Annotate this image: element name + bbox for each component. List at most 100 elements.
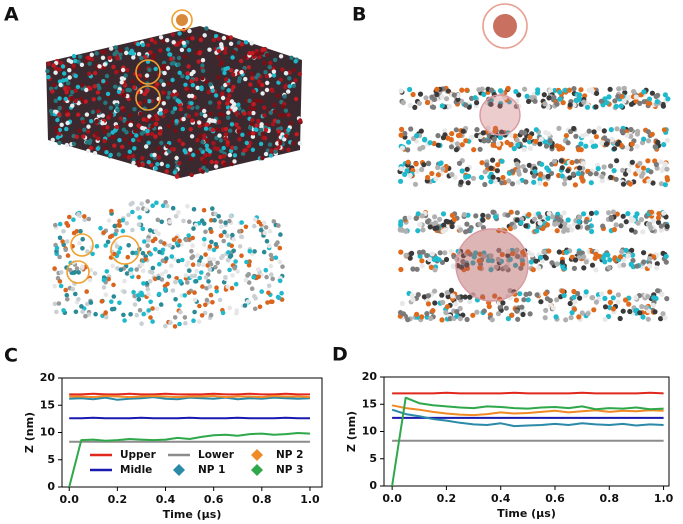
molecule-dot (556, 146, 562, 152)
molecule-dot (172, 324, 178, 329)
molecule-dot (138, 111, 143, 117)
molecule-dot (505, 212, 511, 218)
molecule-dot (449, 212, 455, 218)
molecule-dot (214, 288, 219, 294)
molecule-dot (121, 108, 126, 113)
molecule-dot (197, 51, 202, 56)
molecule-dot (272, 102, 277, 108)
molecule-dot (183, 273, 189, 278)
molecule-dot (244, 140, 249, 146)
molecule-dot (457, 132, 463, 138)
molecule-dot (184, 86, 189, 91)
molecule-dot (291, 83, 296, 89)
molecule-dot (615, 299, 621, 305)
molecule-dot (458, 264, 465, 270)
molecule-dot (269, 148, 274, 153)
molecule-dot (236, 129, 241, 134)
molecule-dot (499, 158, 505, 164)
molecule-dot (559, 165, 565, 171)
molecule-dot (579, 310, 585, 316)
molecule-dot (263, 267, 269, 273)
molecule-dot (163, 199, 168, 205)
molecule-dot (251, 274, 256, 280)
molecule-dot (624, 132, 630, 138)
molecule-dot (237, 76, 242, 81)
molecule-dot (541, 214, 547, 221)
molecule-dot (645, 158, 651, 164)
molecule-dot (481, 138, 487, 144)
molecule-dot (605, 252, 611, 258)
molecule-dot (177, 161, 182, 166)
molecule-dot (142, 239, 147, 244)
molecule-dot (656, 211, 662, 217)
molecule-dot (399, 145, 405, 151)
molecule-dot (451, 92, 457, 98)
molecule-dot (417, 146, 423, 152)
molecule-dot (210, 127, 216, 133)
molecule-dot (160, 258, 166, 264)
molecule-dot (554, 101, 560, 107)
molecule-dot (247, 125, 253, 130)
molecule-dot (102, 138, 107, 144)
molecule-dot (136, 222, 142, 227)
molecule-dot (432, 220, 438, 226)
molecule-dot (160, 247, 166, 253)
molecule-dot (181, 218, 186, 224)
molecule-dot (46, 61, 51, 66)
molecule-dot (579, 170, 585, 177)
molecule-dot (122, 289, 127, 295)
molecule-dot (471, 254, 477, 260)
molecule-dot (120, 67, 126, 73)
molecule-dot (239, 234, 244, 239)
molecule-dot (645, 138, 652, 144)
molecule-dot (126, 155, 132, 160)
y-tick-label: 10 (40, 426, 56, 439)
molecule-dot (252, 217, 258, 222)
molecule-dot (97, 64, 102, 69)
molecule-dot (64, 293, 70, 298)
molecule-dot (186, 47, 192, 53)
molecule-dot (60, 239, 65, 244)
molecule-dot (237, 229, 242, 234)
molecule-dot (52, 82, 57, 88)
molecule-dot (537, 220, 543, 226)
molecule-dot (612, 256, 618, 262)
molecule-dot (119, 80, 124, 85)
molecule-dot (190, 254, 196, 259)
molecule-dot (146, 291, 151, 297)
molecule-dot (81, 119, 86, 125)
series-line (391, 396, 664, 487)
molecule-dot (147, 67, 152, 73)
molecule-dot (218, 138, 224, 143)
molecule-dot (191, 226, 196, 231)
molecule-dot (160, 38, 166, 44)
molecule-dot (542, 139, 548, 145)
molecule-dot (56, 301, 62, 306)
molecule-dot (572, 182, 579, 188)
molecule-dot (165, 47, 171, 52)
molecule-dot (480, 212, 486, 218)
molecule-dot (556, 125, 562, 131)
molecule-dot (136, 297, 142, 302)
molecule-dot (294, 132, 299, 137)
molecule-dot (514, 161, 520, 167)
legend-label: NP 1 (198, 464, 225, 476)
molecule-dot (447, 316, 453, 322)
molecule-dot (196, 59, 201, 64)
molecule-dot (297, 71, 302, 77)
molecule-dot (271, 219, 277, 224)
molecule-dot (203, 113, 208, 118)
molecule-dot (532, 216, 538, 222)
molecule-dot (567, 300, 573, 307)
molecule-dot (589, 228, 595, 235)
molecule-dot (631, 88, 637, 95)
molecule-dot (156, 155, 162, 160)
molecule-dot (173, 214, 179, 219)
molecule-dot (207, 47, 212, 52)
molecule-dot (561, 210, 567, 216)
molecule-dot (197, 303, 202, 309)
molecule-dot (629, 227, 635, 233)
y-tick-label: 0 (369, 479, 377, 492)
molecule-dot (222, 162, 228, 167)
molecule-dot (197, 120, 202, 125)
